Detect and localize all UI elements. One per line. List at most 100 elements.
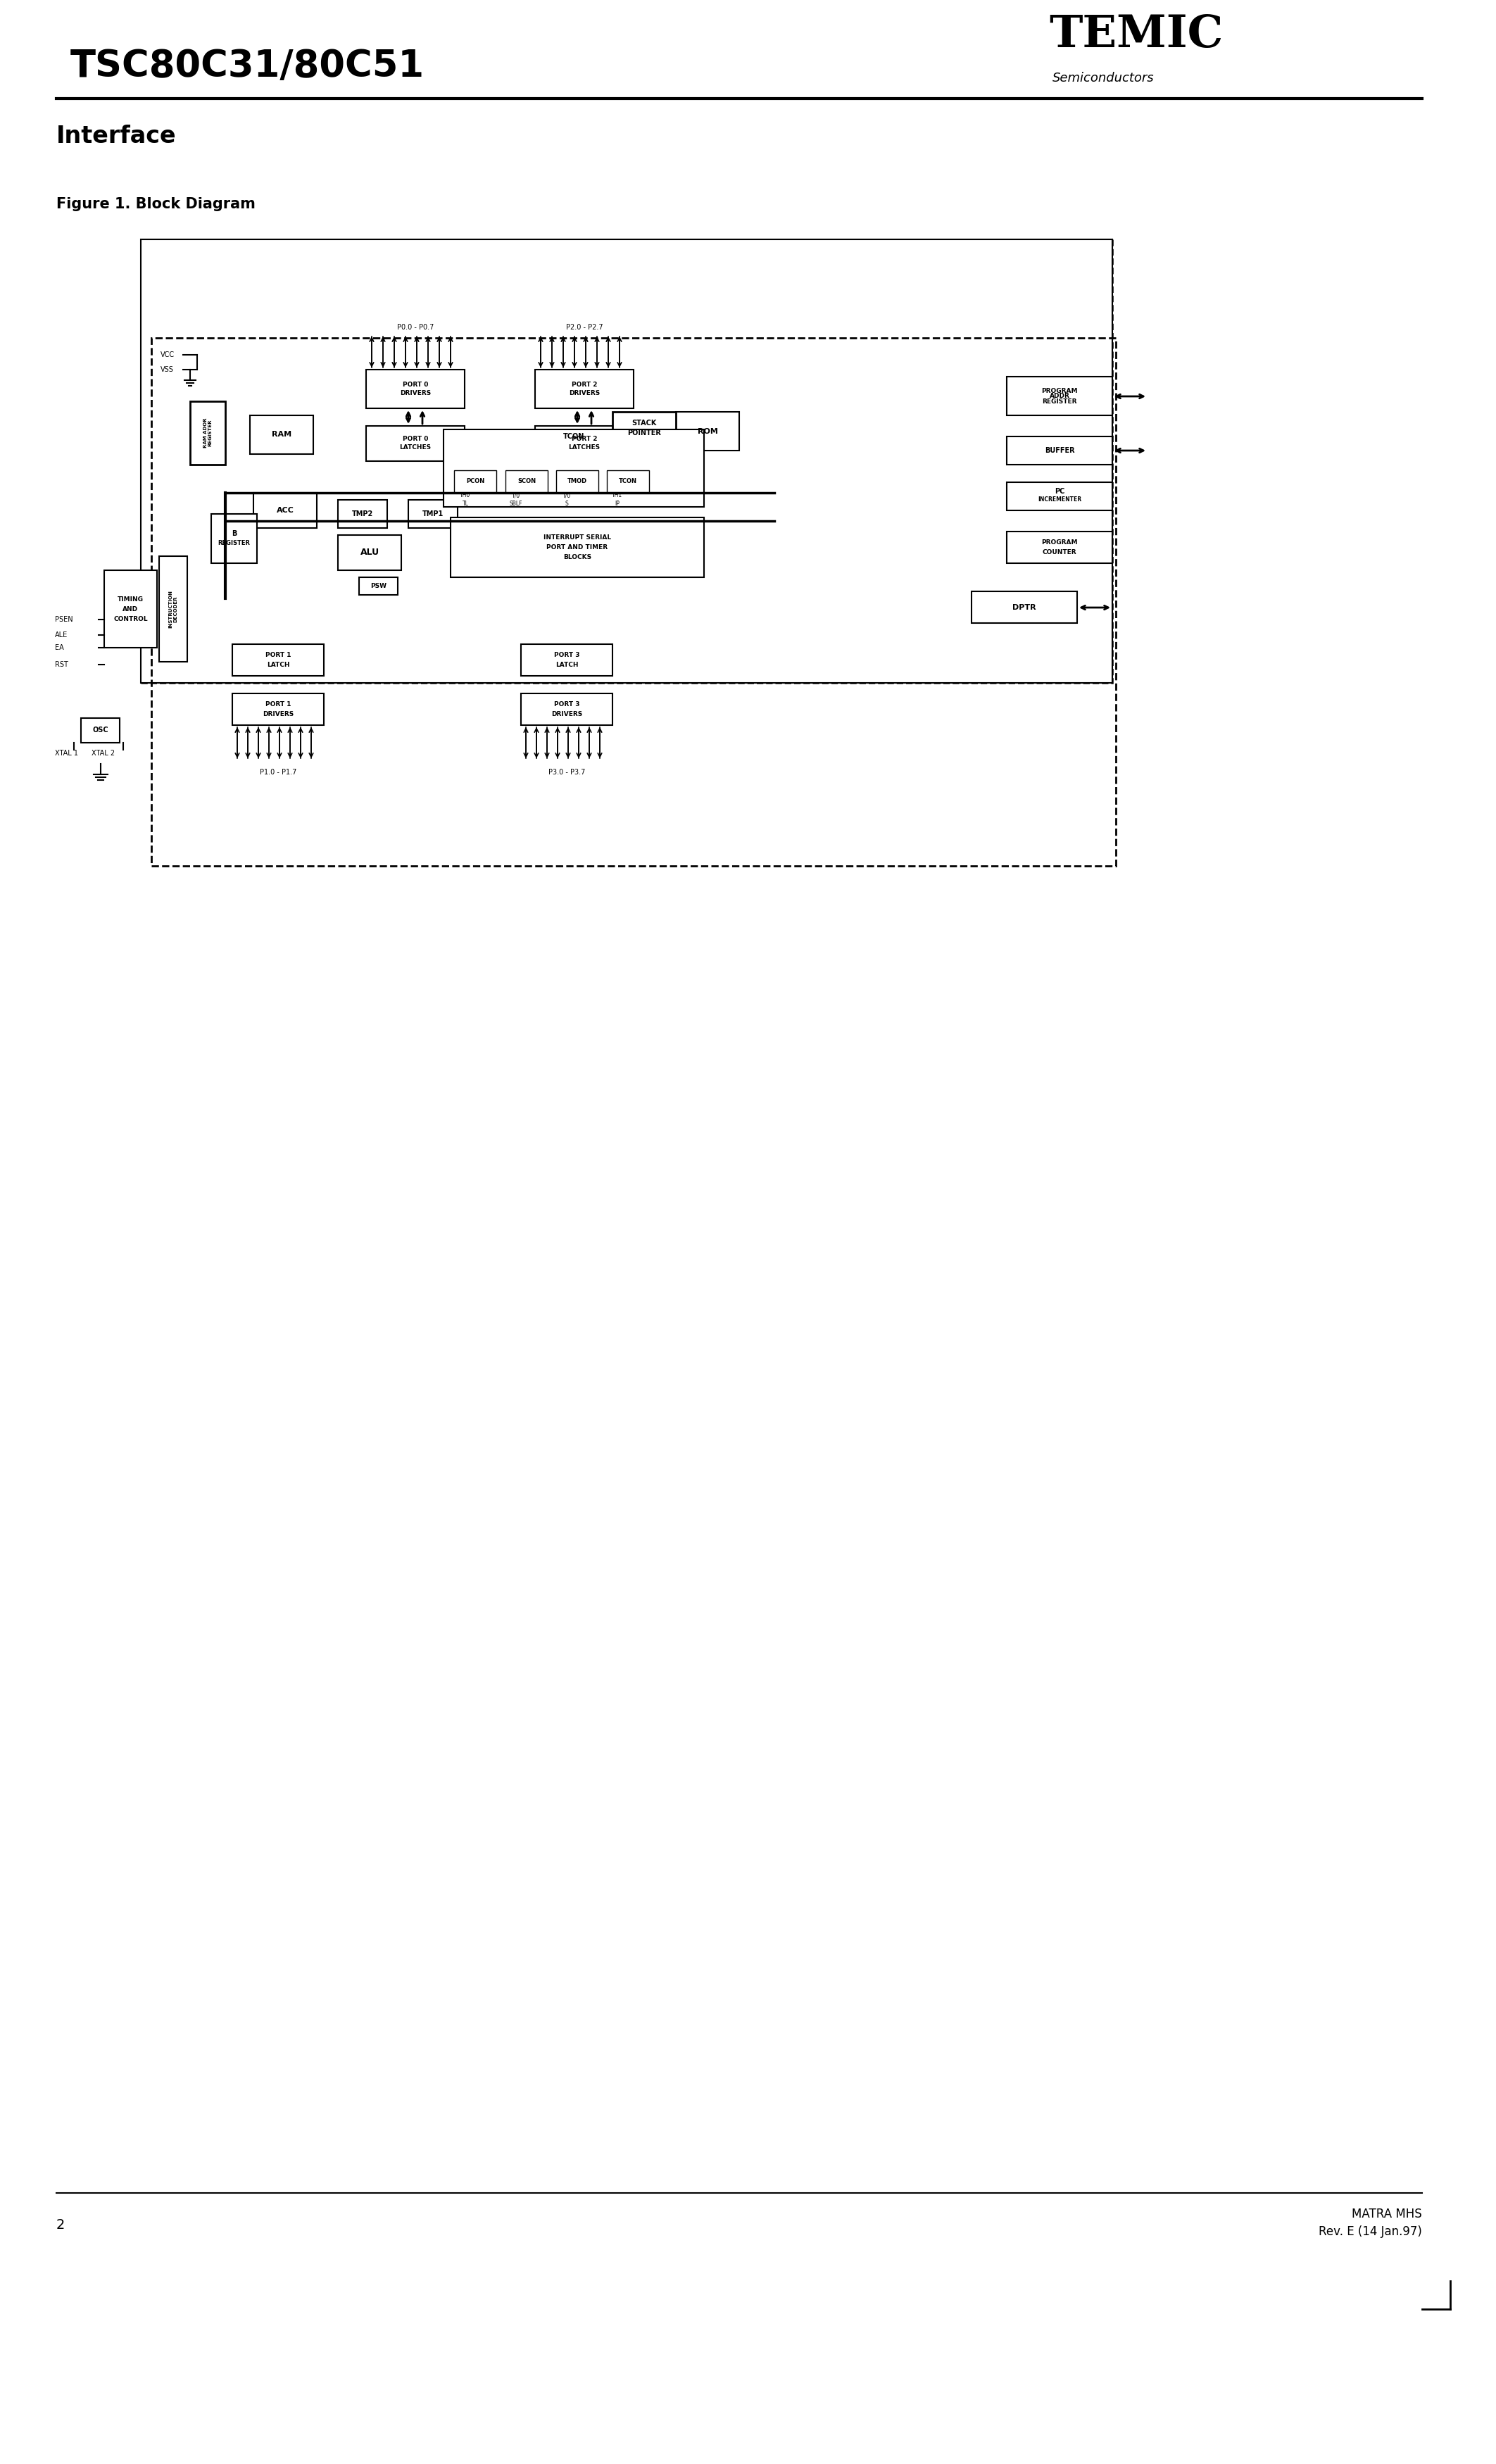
Text: VCC: VCC bbox=[160, 352, 175, 357]
Text: AND: AND bbox=[123, 606, 139, 611]
Text: LATCH: LATCH bbox=[555, 663, 577, 668]
Text: PCON: PCON bbox=[465, 478, 485, 485]
Text: LATCHES: LATCHES bbox=[399, 444, 431, 451]
Bar bbox=[521, 692, 612, 724]
Text: PORT AND TIMER: PORT AND TIMER bbox=[546, 545, 607, 549]
Text: DRIVERS: DRIVERS bbox=[551, 712, 582, 717]
Text: DRIVERS: DRIVERS bbox=[262, 712, 293, 717]
Text: TCON: TCON bbox=[619, 478, 637, 485]
Text: PSEN: PSEN bbox=[55, 616, 73, 623]
Text: TEMIC: TEMIC bbox=[1049, 12, 1224, 57]
Text: PSW: PSW bbox=[371, 584, 386, 589]
Text: BUFFER: BUFFER bbox=[1044, 446, 1074, 453]
Text: P3.0 - P3.7: P3.0 - P3.7 bbox=[549, 769, 585, 776]
Bar bbox=[1007, 483, 1113, 510]
Text: VSS: VSS bbox=[160, 367, 174, 372]
Text: PORT 3: PORT 3 bbox=[554, 653, 579, 658]
Text: ACC: ACC bbox=[277, 508, 293, 515]
Bar bbox=[159, 557, 187, 663]
Text: RAM: RAM bbox=[272, 431, 292, 439]
Bar bbox=[1007, 436, 1113, 466]
Bar bbox=[450, 517, 705, 577]
Text: XTAL 1: XTAL 1 bbox=[55, 749, 78, 756]
Text: IP: IP bbox=[615, 500, 619, 508]
Bar bbox=[676, 411, 739, 451]
Bar bbox=[232, 692, 323, 724]
Text: TL: TL bbox=[462, 500, 468, 508]
Text: P2.0 - P2.7: P2.0 - P2.7 bbox=[565, 323, 603, 330]
Bar bbox=[1007, 532, 1113, 564]
Text: T/0: T/0 bbox=[562, 493, 571, 498]
Bar bbox=[338, 500, 387, 527]
Text: Rev. E (14 Jan.97): Rev. E (14 Jan.97) bbox=[1318, 2225, 1423, 2237]
Bar bbox=[455, 471, 497, 493]
Text: INSTRUCTION
DECODER: INSTRUCTION DECODER bbox=[169, 589, 178, 628]
Text: PORT 1: PORT 1 bbox=[265, 653, 290, 658]
Text: TIMING: TIMING bbox=[118, 596, 144, 601]
Bar bbox=[443, 429, 705, 508]
Text: EA: EA bbox=[55, 643, 64, 650]
Text: P0.0 - P0.7: P0.0 - P0.7 bbox=[396, 323, 434, 330]
Text: TH1: TH1 bbox=[612, 493, 622, 498]
Text: ALE: ALE bbox=[55, 631, 67, 638]
Text: S: S bbox=[565, 500, 568, 508]
Bar bbox=[612, 411, 676, 444]
Bar bbox=[211, 515, 257, 564]
Text: ALU: ALU bbox=[361, 547, 378, 557]
Text: LATCHES: LATCHES bbox=[568, 444, 600, 451]
Bar bbox=[1007, 377, 1113, 416]
Text: PC: PC bbox=[1055, 488, 1065, 495]
Bar bbox=[141, 239, 1113, 683]
Bar bbox=[190, 402, 226, 466]
Bar bbox=[338, 535, 401, 569]
Text: TMOD: TMOD bbox=[567, 478, 588, 485]
Bar bbox=[506, 471, 548, 493]
Bar bbox=[367, 370, 465, 409]
Text: P1.0 - P1.7: P1.0 - P1.7 bbox=[260, 769, 296, 776]
Text: PROGRAM: PROGRAM bbox=[1041, 387, 1077, 394]
Text: TMP2: TMP2 bbox=[352, 510, 373, 517]
Text: SBLF: SBLF bbox=[510, 500, 522, 508]
Text: INTERRUPT SERIAL: INTERRUPT SERIAL bbox=[543, 535, 612, 540]
Text: B: B bbox=[232, 530, 236, 537]
Text: CONTROL: CONTROL bbox=[114, 616, 148, 621]
Bar bbox=[557, 471, 598, 493]
Text: Figure 1. Block Diagram: Figure 1. Block Diagram bbox=[57, 197, 256, 212]
Text: Interface: Interface bbox=[57, 126, 177, 148]
Text: INCREMENTER: INCREMENTER bbox=[1038, 498, 1082, 503]
Bar bbox=[607, 471, 649, 493]
Text: 2: 2 bbox=[57, 2218, 64, 2232]
Text: MATRA MHS: MATRA MHS bbox=[1352, 2208, 1423, 2220]
Text: XTAL 2: XTAL 2 bbox=[91, 749, 115, 756]
Bar bbox=[105, 569, 157, 648]
Text: T/0: T/0 bbox=[512, 493, 521, 498]
Text: DPTR: DPTR bbox=[1013, 604, 1037, 611]
Text: TH0: TH0 bbox=[459, 493, 471, 498]
Bar bbox=[408, 500, 458, 527]
Bar bbox=[250, 416, 313, 453]
Text: PORT 1: PORT 1 bbox=[265, 702, 290, 707]
Text: PROGRAM: PROGRAM bbox=[1041, 540, 1077, 545]
Text: BLOCKS: BLOCKS bbox=[562, 554, 591, 559]
Text: REGISTER: REGISTER bbox=[1043, 399, 1077, 404]
Text: COUNTER: COUNTER bbox=[1043, 549, 1077, 554]
Text: LATCH: LATCH bbox=[266, 663, 290, 668]
Text: SCON: SCON bbox=[518, 478, 536, 485]
Bar bbox=[81, 717, 120, 742]
Bar bbox=[536, 426, 634, 461]
Text: TSC80C31/80C51: TSC80C31/80C51 bbox=[70, 47, 425, 84]
Text: PORT 2: PORT 2 bbox=[571, 436, 597, 444]
Bar bbox=[359, 577, 398, 594]
Bar bbox=[521, 643, 612, 675]
Bar bbox=[232, 643, 323, 675]
Text: STACK: STACK bbox=[631, 419, 657, 426]
Text: PORT 0: PORT 0 bbox=[402, 382, 428, 387]
Bar bbox=[151, 338, 1116, 865]
Text: Semiconductors: Semiconductors bbox=[1053, 71, 1155, 84]
Text: ROM: ROM bbox=[697, 429, 718, 434]
Bar bbox=[141, 239, 1113, 683]
Text: POINTER: POINTER bbox=[627, 429, 661, 436]
Text: ADDR: ADDR bbox=[1049, 392, 1070, 399]
Text: RAM ADOR
REGISTER: RAM ADOR REGISTER bbox=[203, 419, 212, 448]
Text: OSC: OSC bbox=[93, 727, 108, 734]
